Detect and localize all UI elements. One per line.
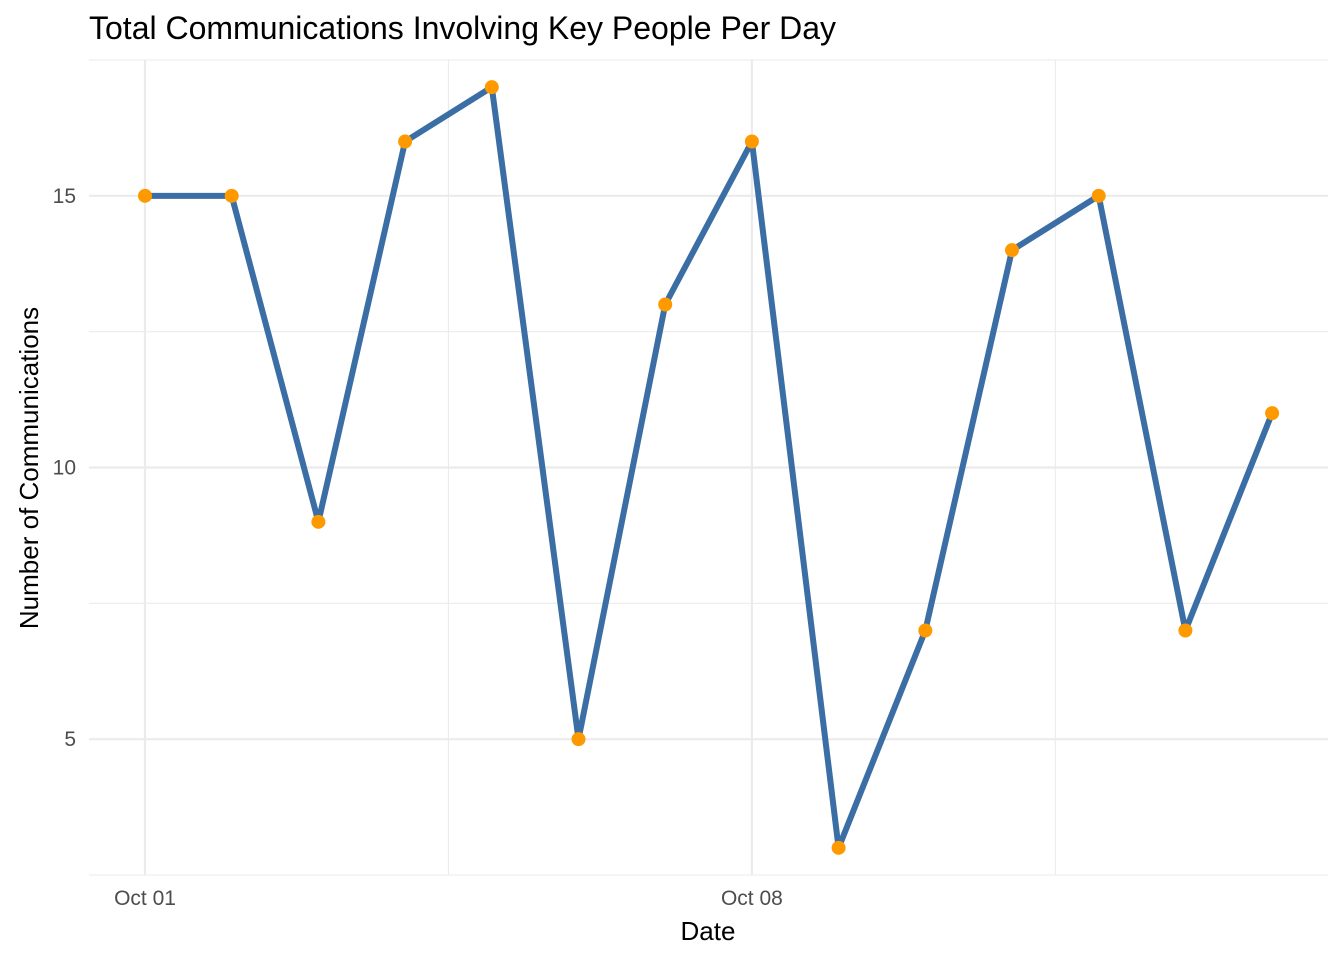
- y-tick-label: 5: [64, 728, 76, 751]
- x-axis-title: Date: [681, 916, 736, 946]
- data-point: [1178, 623, 1193, 638]
- y-axis-title: Number of Communications: [14, 307, 44, 629]
- y-tick-label: 10: [53, 457, 76, 480]
- data-point: [484, 80, 499, 95]
- data-point: [571, 732, 586, 747]
- data-point: [1005, 243, 1019, 258]
- x-tick-label: Oct 01: [114, 887, 176, 910]
- grid: [89, 59, 1328, 876]
- data-point: [658, 297, 673, 312]
- data-point: [224, 188, 239, 203]
- data-point: [831, 840, 846, 855]
- x-tick-label: Oct 08: [721, 887, 783, 910]
- data-point: [1091, 188, 1106, 203]
- y-tick-label: 15: [53, 185, 76, 208]
- data-point: [398, 134, 413, 149]
- data-point: [744, 134, 759, 149]
- series-line: [145, 84, 1275, 851]
- x-axis-ticks: Oct 01 Oct 08: [114, 887, 783, 910]
- data-point: [1265, 406, 1280, 421]
- data-point: [918, 623, 933, 638]
- series-layer: [145, 84, 1275, 851]
- y-axis-ticks: 5 10 15: [53, 185, 76, 751]
- points-layer: [138, 80, 1280, 855]
- chart-title: Total Communications Involving Key Peopl…: [89, 10, 836, 46]
- data-point: [138, 188, 152, 203]
- data-point: [311, 514, 326, 529]
